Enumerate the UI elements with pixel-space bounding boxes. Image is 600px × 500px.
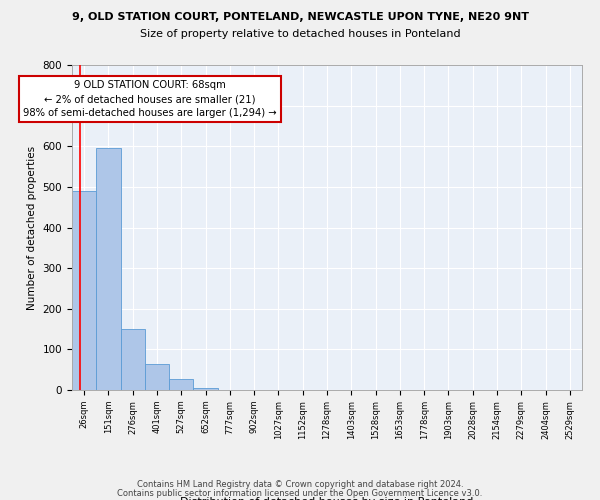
Bar — [145, 364, 169, 390]
Text: Size of property relative to detached houses in Ponteland: Size of property relative to detached ho… — [140, 29, 460, 39]
Bar — [72, 191, 96, 390]
Bar — [121, 329, 145, 390]
Text: 9, OLD STATION COURT, PONTELAND, NEWCASTLE UPON TYNE, NE20 9NT: 9, OLD STATION COURT, PONTELAND, NEWCAST… — [71, 12, 529, 22]
Bar — [193, 388, 218, 390]
Text: 9 OLD STATION COURT: 68sqm
← 2% of detached houses are smaller (21)
98% of semi-: 9 OLD STATION COURT: 68sqm ← 2% of detac… — [23, 80, 277, 118]
X-axis label: Distribution of detached houses by size in Ponteland: Distribution of detached houses by size … — [181, 498, 473, 500]
Bar — [96, 148, 121, 390]
Y-axis label: Number of detached properties: Number of detached properties — [27, 146, 37, 310]
Text: Contains HM Land Registry data © Crown copyright and database right 2024.: Contains HM Land Registry data © Crown c… — [137, 480, 463, 489]
Bar — [169, 378, 193, 390]
Text: Contains public sector information licensed under the Open Government Licence v3: Contains public sector information licen… — [118, 489, 482, 498]
